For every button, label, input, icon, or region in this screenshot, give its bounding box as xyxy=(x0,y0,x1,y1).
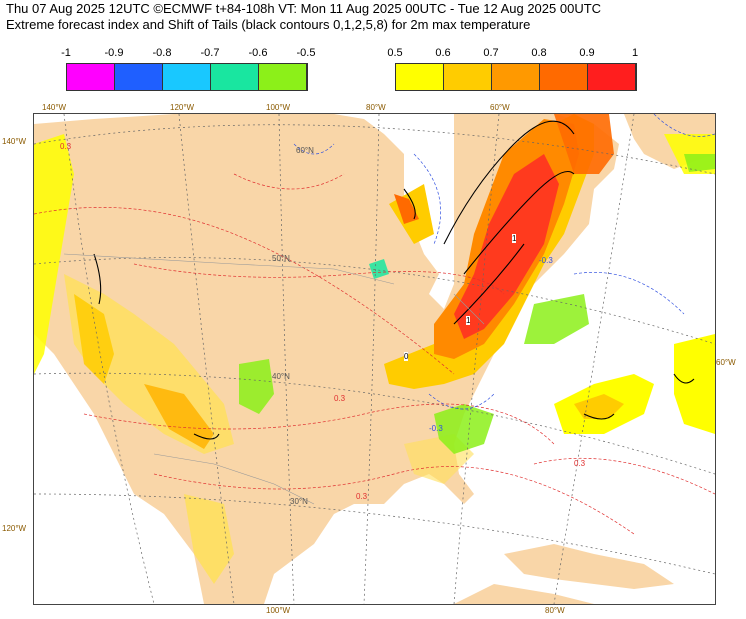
colorbar-segment xyxy=(211,64,259,90)
sot-label: 1 xyxy=(466,316,471,325)
lon-label-bottom-100w: 100°W xyxy=(266,606,291,615)
sot-label: 0 xyxy=(404,352,409,361)
colorbar-segment xyxy=(115,64,163,90)
contour-label: 0.3 xyxy=(356,492,368,501)
land-north-america xyxy=(34,114,619,604)
borders xyxy=(63,253,485,505)
contour-label: -0.3 xyxy=(429,424,443,433)
colorbar-segment xyxy=(259,64,307,90)
land-south-america-edge xyxy=(454,584,594,604)
colorbar-segment xyxy=(396,64,444,90)
contour-label: 0.3 xyxy=(574,459,586,468)
side-label-120w: 120°W xyxy=(2,524,27,533)
colorbar-segment xyxy=(588,64,636,90)
side-label-140w: 140°W xyxy=(2,137,27,146)
negative-contours xyxy=(293,114,715,410)
legend-tick: 0.9 xyxy=(579,47,595,59)
lon-label-100w: 100°W xyxy=(266,103,291,112)
lon-label-140w: 140°W xyxy=(42,103,67,112)
lon-label-bottom-80w: 80°W xyxy=(545,606,565,615)
legend-tick: 0.6 xyxy=(435,47,451,59)
legend-tick: 1 xyxy=(631,47,639,59)
efi-positive-areas xyxy=(34,114,715,584)
lat-label-30n: 30°N xyxy=(290,497,308,506)
contour-label: 0.3 xyxy=(334,394,346,403)
land-caribbean-islands xyxy=(504,544,674,589)
positive-contours xyxy=(34,173,715,535)
lat-label-40n: 40°N xyxy=(272,372,290,381)
colorbar-segment xyxy=(67,64,115,90)
legend-tick: 0.5 xyxy=(387,47,403,59)
legend-tick: -0.9 xyxy=(104,47,124,59)
legend-negative-colorbar xyxy=(66,63,308,91)
map-panel: 60°N 50°N 40°N 30°N 0.3 0.3 0.3 0.3 -0.3… xyxy=(33,113,716,605)
map-canvas xyxy=(34,114,715,604)
legend-tick: -0.7 xyxy=(200,47,220,59)
legend-positive-ticks: 0.5 0.6 0.7 0.8 0.9 1 xyxy=(387,47,639,61)
contour-label: -0.3 xyxy=(539,256,553,265)
lon-label-80w: 80°W xyxy=(366,103,386,112)
legend-tick: -0.8 xyxy=(152,47,172,59)
lat-label-50n: 50°N xyxy=(272,254,290,263)
legend-positive-colorbar xyxy=(395,63,637,91)
chart-title-line1: Thu 07 Aug 2025 12UTC ©ECMWF t+84-108h V… xyxy=(6,1,602,16)
legend-tick: 0.8 xyxy=(531,47,547,59)
contour-label: 0.3 xyxy=(60,142,72,151)
lon-label-120w: 120°W xyxy=(170,103,195,112)
colorbar-segment xyxy=(540,64,588,90)
chart-title-line2: Extreme forecast index and Shift of Tail… xyxy=(6,17,531,32)
legend-tick: -0.6 xyxy=(248,47,268,59)
colorbar-segment xyxy=(492,64,540,90)
sot-label: 1 xyxy=(512,234,517,243)
legend-tick: -0.5 xyxy=(296,47,316,59)
lon-label-60w: 60°W xyxy=(490,103,510,112)
colorbar-segment xyxy=(163,64,211,90)
side-label-60w: 60°W xyxy=(716,358,736,367)
legend-tick: -1 xyxy=(61,47,71,59)
efi-negative-areas xyxy=(239,154,715,454)
lat-label-60n: 60°N xyxy=(296,146,314,155)
sot-contours xyxy=(93,120,695,440)
graticule xyxy=(34,114,715,604)
legend-tick: 0.7 xyxy=(483,47,499,59)
colorbar-segment xyxy=(444,64,492,90)
legend-negative-ticks: -1 -0.9 -0.8 -0.7 -0.6 -0.5 xyxy=(61,47,315,61)
